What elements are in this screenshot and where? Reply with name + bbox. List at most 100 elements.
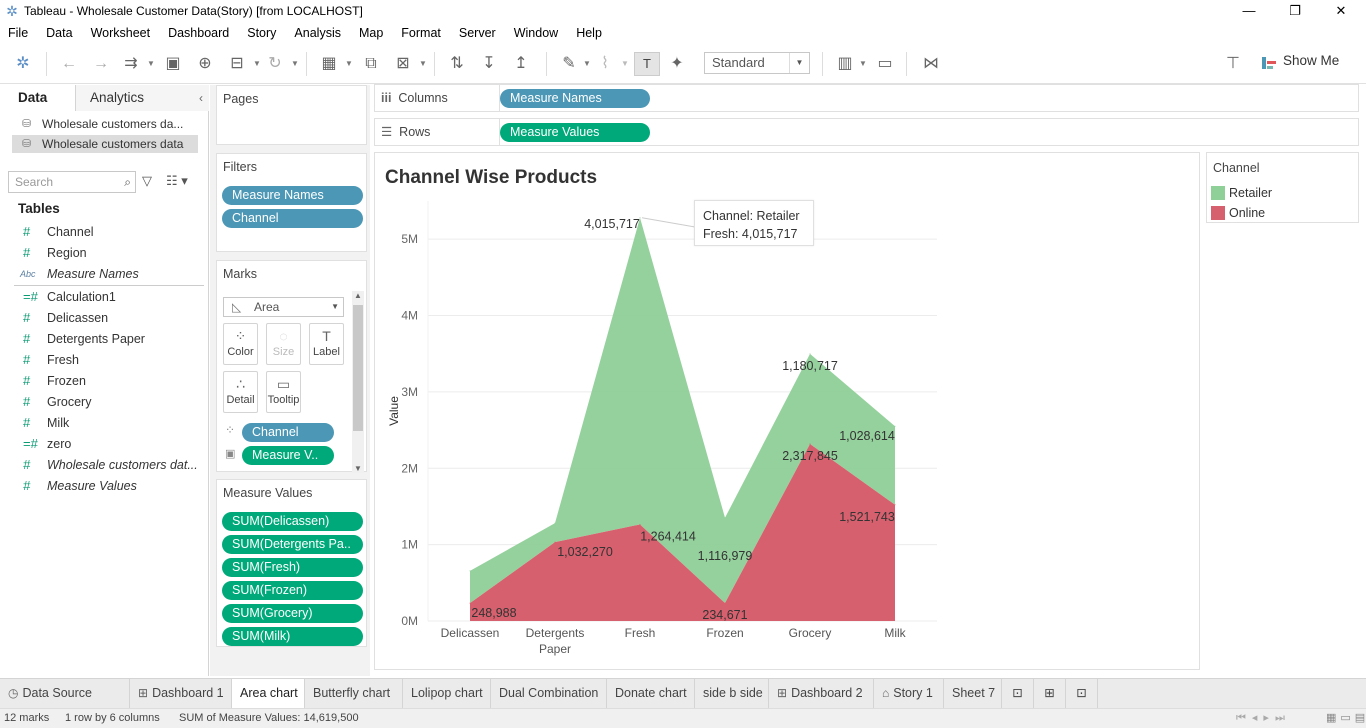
view-sheets-icon[interactable]: ▦▭▤ [1326, 712, 1366, 724]
restore-button[interactable]: ❐ [1289, 3, 1301, 18]
field-detergents-paper[interactable]: # Detergents Paper [18, 329, 204, 349]
tab-side-b-side[interactable]: side b side [695, 679, 769, 708]
group-dropdown-icon[interactable]: ▼ [621, 59, 629, 68]
tab-area-chart[interactable]: Area chart [232, 679, 305, 708]
highlight-dropdown-icon[interactable]: ▼ [583, 59, 591, 68]
tab-donate-chart[interactable]: Donate chart [607, 679, 695, 708]
group-members-icon[interactable]: ⌇ [601, 55, 609, 72]
tableau-home-icon[interactable]: ✲ [16, 55, 30, 72]
menu-server[interactable]: Server [458, 26, 496, 40]
refresh-dropdown-icon[interactable]: ▼ [291, 59, 299, 68]
field-region[interactable]: # Region [18, 243, 204, 263]
menu-data[interactable]: Data [46, 26, 73, 40]
filters-card[interactable]: Filters Measure Names Channel [216, 153, 367, 252]
sort-ascending-icon[interactable]: ↧ [482, 55, 496, 72]
tab-dashboard-1[interactable]: ⊞ Dashboard 1 [130, 679, 232, 708]
detail-button[interactable]: ∴ Detail [223, 371, 258, 413]
legend-item-retailer[interactable]: Retailer [1211, 185, 1272, 201]
pause-dropdown-icon[interactable]: ▼ [253, 59, 261, 68]
replay-icon[interactable]: ⇉ [124, 55, 138, 72]
new-dashboard-tab-icon[interactable]: ⊞ [1034, 679, 1066, 708]
field-milk[interactable]: # Milk [18, 413, 204, 433]
field-frozen[interactable]: # Frozen [18, 371, 204, 391]
duplicate-sheet-icon[interactable]: ⧉ [365, 55, 377, 72]
tab-dashboard-2[interactable]: ⊞ Dashboard 2 [769, 679, 874, 708]
fit-dropdown[interactable]: Standard ▼ [704, 52, 810, 74]
measure-pill-frozen[interactable]: SUM(Frozen) [222, 581, 363, 600]
format-painter-icon[interactable]: ⊤ [1226, 55, 1240, 72]
mark-type-dropdown[interactable]: ◺ Area ▼ [223, 297, 344, 317]
measure-pill-delicassen[interactable]: SUM(Delicassen) [222, 512, 363, 531]
menu-dashboard[interactable]: Dashboard [168, 26, 230, 40]
field-record-count[interactable]: # Wholesale customers dat... [18, 455, 204, 475]
clear-sheet-icon[interactable]: ⊠ [396, 55, 410, 72]
clear-dropdown-icon[interactable]: ▼ [419, 59, 427, 68]
presentation-mode-icon[interactable]: ▭ [877, 55, 893, 72]
menu-worksheet[interactable]: Worksheet [90, 26, 151, 40]
filter-icon[interactable]: ▽ [142, 173, 152, 188]
columns-shelf[interactable]: iii Columns Measure Names [374, 84, 1359, 112]
minimize-button[interactable]: — [1242, 3, 1256, 18]
field-delicassen[interactable]: # Delicassen [18, 308, 204, 328]
fix-axes-icon[interactable]: ✦ [670, 55, 684, 72]
menu-analysis[interactable]: Analysis [294, 26, 341, 40]
rows-shelf[interactable]: ☰ Rows Measure Values [374, 118, 1359, 146]
tooltip-button[interactable]: ▭ Tooltip [266, 371, 301, 413]
rows-pill-measure-values[interactable]: Measure Values [500, 123, 650, 142]
pages-card[interactable]: Pages [216, 85, 367, 145]
tab-butterfly-chart[interactable]: Butterfly chart [305, 679, 403, 708]
measure-pill-grocery[interactable]: SUM(Grocery) [222, 604, 363, 623]
sort-descending-icon[interactable]: ↥ [514, 55, 528, 72]
swap-rows-columns-icon[interactable]: ⇅ [450, 55, 464, 72]
measure-pill-detergents-paper[interactable]: SUM(Detergents Pa.. [222, 535, 363, 554]
field-calculation1[interactable]: =# Calculation1 [18, 287, 204, 307]
field-grocery[interactable]: # Grocery [18, 392, 204, 412]
label-button[interactable]: T Label [309, 323, 344, 365]
field-fresh[interactable]: # Fresh [18, 350, 204, 370]
view-options-icon[interactable]: ☷ ▾ [166, 173, 188, 188]
new-story-tab-icon[interactable]: ⊡ [1066, 679, 1098, 708]
area-chart[interactable]: 0M 1M 2M 3M 4M 5M Value Delicassen Detergents Pap… [375, 153, 1201, 671]
color-button[interactable]: ⁘ Color [223, 323, 258, 365]
marks-pill-channel[interactable]: Channel [242, 423, 334, 442]
close-button[interactable]: ✕ [1335, 3, 1347, 18]
field-measure-values[interactable]: # Measure Values [18, 476, 204, 496]
show-cards-icon[interactable]: ▥ [837, 55, 853, 72]
undo-icon[interactable]: ← [61, 55, 77, 72]
marks-scrollbar[interactable]: ▲ ▼ [352, 291, 364, 473]
redo-icon[interactable]: → [93, 55, 109, 72]
columns-pill-measure-names[interactable]: Measure Names [500, 89, 650, 108]
legend-item-online[interactable]: Online [1211, 205, 1265, 221]
show-cards-dropdown-icon[interactable]: ▼ [859, 59, 867, 68]
menu-help[interactable]: Help [576, 26, 602, 40]
new-worksheet-icon[interactable]: ▦ [321, 55, 337, 72]
sheet-navigation-icon[interactable]: ⏮◂▸⏭ [1236, 712, 1291, 724]
tab-story-1[interactable]: ⌂ Story 1 [874, 679, 944, 708]
scrollbar-thumb[interactable] [353, 305, 363, 431]
tab-sheet-7[interactable]: Sheet 7 [944, 679, 1002, 708]
menu-file[interactable]: File [8, 26, 29, 40]
refresh-icon[interactable]: ↻ [268, 55, 282, 72]
tab-analytics[interactable]: Analytics [76, 85, 209, 111]
measure-pill-milk[interactable]: SUM(Milk) [222, 627, 363, 646]
field-zero[interactable]: =# zero [18, 434, 204, 454]
highlight-icon[interactable]: ✎ [562, 55, 576, 72]
filter-pill-measure-names[interactable]: Measure Names [222, 186, 363, 205]
share-icon[interactable]: ⋈ [923, 55, 939, 72]
pause-updates-icon[interactable]: ⊟ [230, 55, 244, 72]
filter-pill-channel[interactable]: Channel [222, 209, 363, 228]
data-source-item[interactable]: ⛁ Wholesale customers da... [12, 115, 198, 133]
collapse-pane-icon[interactable]: ‹ [199, 91, 203, 105]
replay-dropdown-icon[interactable]: ▼ [147, 59, 155, 68]
new-worksheet-dropdown-icon[interactable]: ▼ [345, 59, 353, 68]
tab-dual-combination[interactable]: Dual Combination [491, 679, 607, 708]
search-input[interactable]: Search ⌕ [8, 171, 136, 193]
menu-window[interactable]: Window [513, 26, 559, 40]
save-icon[interactable]: ▣ [165, 55, 181, 72]
show-me-button[interactable]: Show Me [1283, 53, 1340, 68]
tab-data[interactable]: Data [0, 85, 76, 111]
new-data-source-icon[interactable]: ⊕ [198, 55, 212, 72]
field-measure-names[interactable]: Abc Measure Names [18, 264, 204, 284]
show-mark-labels-icon[interactable]: T [634, 52, 660, 76]
field-channel[interactable]: # Channel [18, 222, 204, 242]
